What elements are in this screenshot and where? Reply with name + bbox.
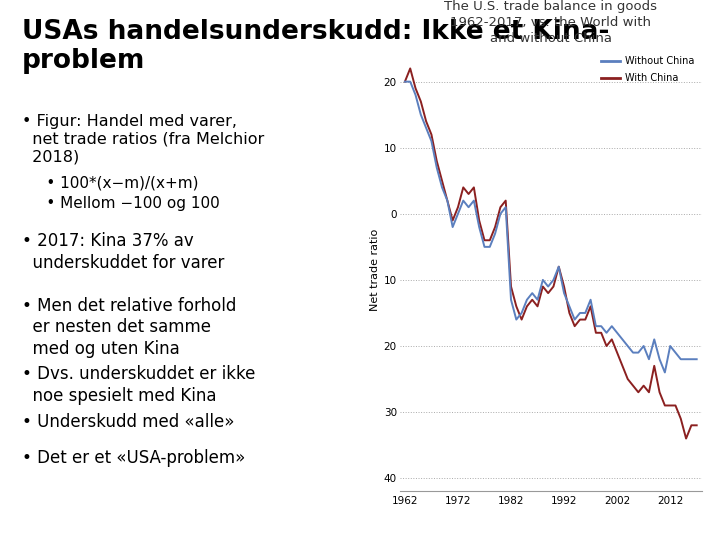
- Text: • Figur: Handel med varer,
  net trade ratios (fra Melchior
  2018): • Figur: Handel med varer, net trade rat…: [22, 113, 264, 165]
- Y-axis label: Net trade ratio: Net trade ratio: [369, 229, 379, 311]
- Text: • Mellom −100 og 100: • Mellom −100 og 100: [22, 196, 220, 211]
- With China: [406, 65, 415, 72]
- Without China: [660, 369, 669, 376]
- Without China: [565, 303, 574, 309]
- Line: Without China: Without China: [405, 82, 697, 373]
- Line: With China: With China: [405, 69, 697, 438]
- Text: • Men det relative forhold
  er nesten det samme
  med og uten Kina: • Men det relative forhold er nesten det…: [22, 296, 236, 357]
- Legend: Without China, With China: Without China, With China: [598, 53, 697, 86]
- Text: • Det er et «USA-problem»: • Det er et «USA-problem»: [22, 449, 245, 467]
- With China: [512, 303, 521, 309]
- With China: [411, 85, 420, 91]
- Without China: [693, 356, 701, 362]
- With China: [586, 303, 595, 309]
- With China: [629, 382, 637, 389]
- Title: The U.S. trade balance in goods
1962-2017, vs. the World with
and without China: The U.S. trade balance in goods 1962-201…: [444, 0, 657, 45]
- Text: • 2017: Kina 37% av
  underskuddet for varer: • 2017: Kina 37% av underskuddet for var…: [22, 232, 224, 272]
- Without China: [592, 323, 600, 329]
- Without China: [507, 296, 516, 303]
- Text: • Underskudd med «alle»: • Underskudd med «alle»: [22, 413, 234, 431]
- With China: [570, 323, 579, 329]
- With China: [400, 78, 409, 85]
- Without China: [624, 343, 632, 349]
- With China: [693, 422, 701, 429]
- Without China: [406, 78, 415, 85]
- With China: [682, 435, 690, 442]
- Without China: [400, 78, 409, 85]
- Text: • 100*(x−m)/(x+m): • 100*(x−m)/(x+m): [22, 176, 198, 191]
- Text: • Dvs. underskuddet er ikke
  noe spesielt med Kina: • Dvs. underskuddet er ikke noe spesielt…: [22, 366, 255, 405]
- Without China: [581, 310, 590, 316]
- With China: [597, 329, 606, 336]
- Text: USAs handelsunderskudd: Ikke et Kina-
problem: USAs handelsunderskudd: Ikke et Kina- pr…: [22, 18, 609, 73]
